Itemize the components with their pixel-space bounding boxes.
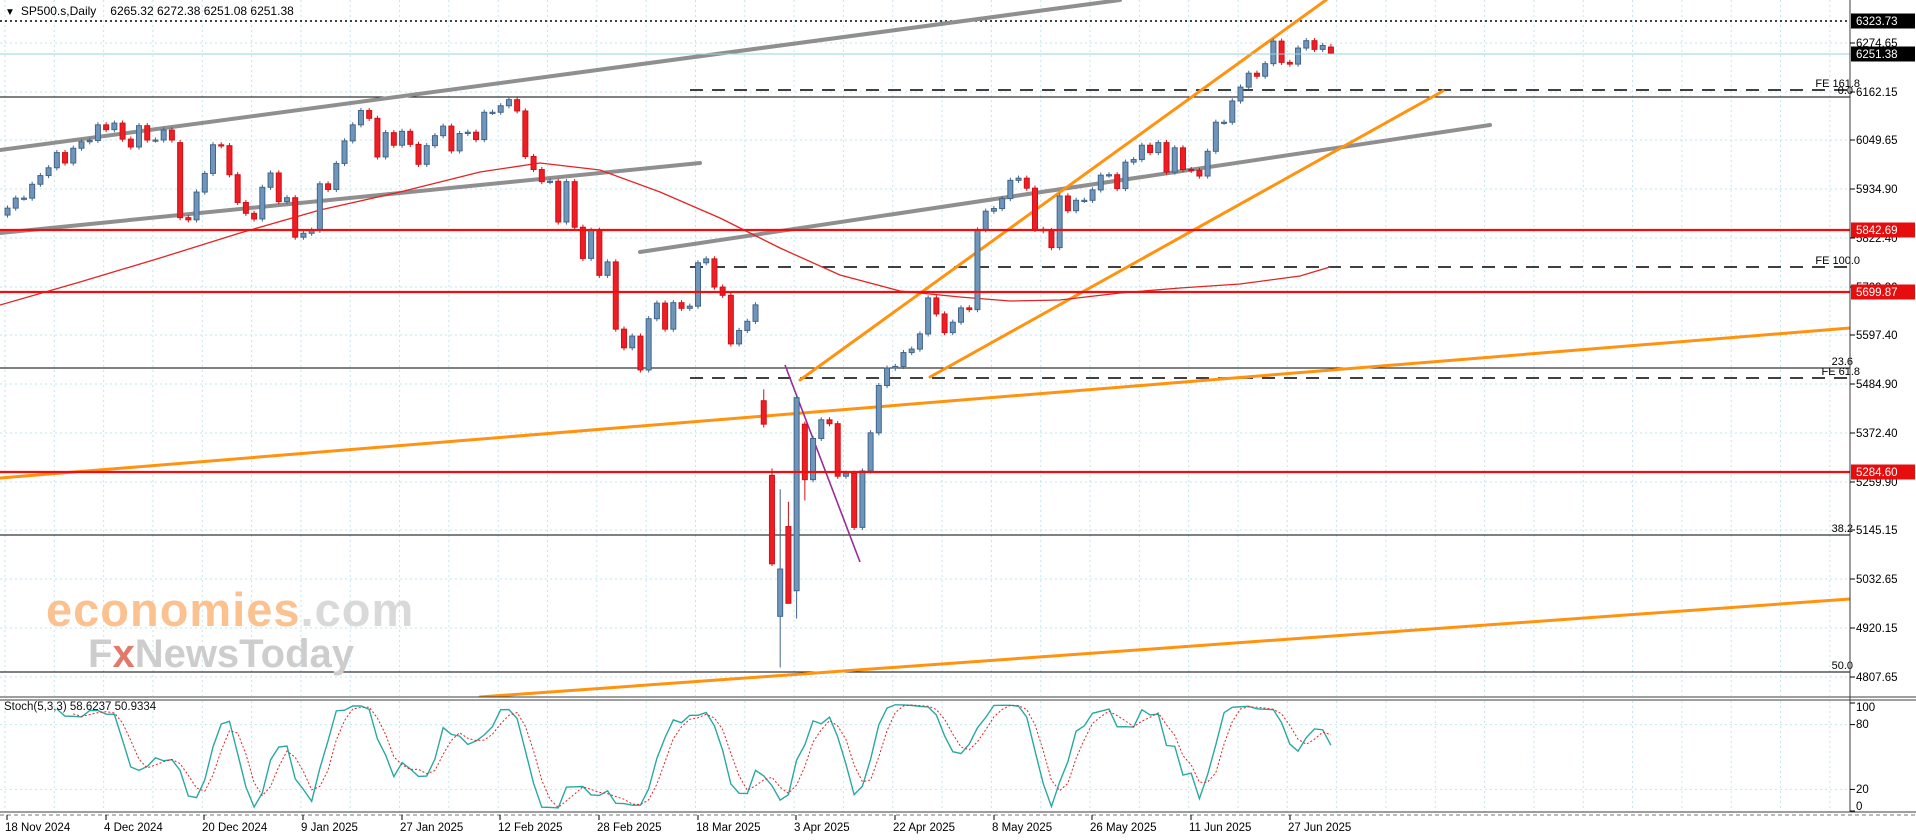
svg-text:5484.90: 5484.90 [1856, 379, 1898, 391]
svg-text:8 May 2025: 8 May 2025 [992, 822, 1052, 834]
svg-text:50.0: 50.0 [1832, 660, 1853, 672]
svg-text:4920.15: 4920.15 [1856, 623, 1898, 635]
svg-text:5259.90: 5259.90 [1856, 477, 1898, 489]
svg-text:11 Jun 2025: 11 Jun 2025 [1189, 822, 1251, 834]
svg-text:5934.90: 5934.90 [1856, 184, 1898, 196]
svg-text:28 Feb 2025: 28 Feb 2025 [597, 822, 662, 834]
svg-text:6162.15: 6162.15 [1856, 87, 1898, 99]
ohlc-quote: 6265.32 6272.38 6251.08 6251.38 [110, 4, 294, 18]
svg-text:12 Feb 2025: 12 Feb 2025 [498, 822, 563, 834]
svg-text:23.6: 23.6 [1832, 356, 1853, 368]
svg-text:20: 20 [1856, 784, 1869, 796]
svg-text:27 Jun 2025: 27 Jun 2025 [1288, 822, 1351, 834]
svg-text:18 Nov 2024: 18 Nov 2024 [5, 822, 71, 834]
svg-text:FE 161.8: FE 161.8 [1815, 78, 1860, 90]
svg-text:22 Apr 2025: 22 Apr 2025 [893, 822, 955, 834]
svg-text:5145.15: 5145.15 [1856, 525, 1898, 537]
svg-text:26 May 2025: 26 May 2025 [1090, 822, 1157, 834]
svg-text:6251.38: 6251.38 [1856, 49, 1898, 61]
symbol-name: SP500.s,Daily [20, 4, 97, 18]
svg-text:5372.40: 5372.40 [1856, 428, 1898, 440]
svg-text:5284.60: 5284.60 [1856, 467, 1898, 479]
chart-title: ▼ SP500.s,Daily 6265.32 6272.38 6251.08 62… [5, 4, 294, 18]
svg-text:5597.40: 5597.40 [1856, 330, 1898, 342]
svg-text:5842.69: 5842.69 [1856, 225, 1898, 237]
svg-text:0: 0 [1856, 801, 1862, 813]
svg-text:100: 100 [1856, 702, 1875, 714]
svg-text:9 Jan 2025: 9 Jan 2025 [301, 822, 358, 834]
svg-text:6049.65: 6049.65 [1856, 135, 1898, 147]
svg-text:4807.65: 4807.65 [1856, 672, 1898, 684]
svg-text:FE 61.8: FE 61.8 [1821, 366, 1860, 378]
svg-text:27 Jan 2025: 27 Jan 2025 [400, 822, 463, 834]
svg-text:FE 100.0: FE 100.0 [1815, 255, 1860, 267]
svg-text:20 Dec 2024: 20 Dec 2024 [202, 822, 268, 834]
svg-text:6323.73: 6323.73 [1856, 16, 1898, 28]
svg-text:4 Dec 2024: 4 Dec 2024 [104, 822, 163, 834]
svg-text:5032.65: 5032.65 [1856, 574, 1898, 586]
symbol-dropdown-icon[interactable]: ▼ [5, 7, 15, 18]
svg-text:80: 80 [1856, 719, 1869, 731]
svg-text:3 Apr 2025: 3 Apr 2025 [794, 822, 850, 834]
svg-text:38.2: 38.2 [1832, 523, 1853, 535]
svg-text:18 Mar 2025: 18 Mar 2025 [696, 822, 761, 834]
svg-text:0.0: 0.0 [1838, 85, 1853, 97]
indicator-label: Stoch(5,3,3) 58.6237 50.9334 [4, 701, 157, 713]
svg-text:5699.87: 5699.87 [1856, 287, 1898, 299]
